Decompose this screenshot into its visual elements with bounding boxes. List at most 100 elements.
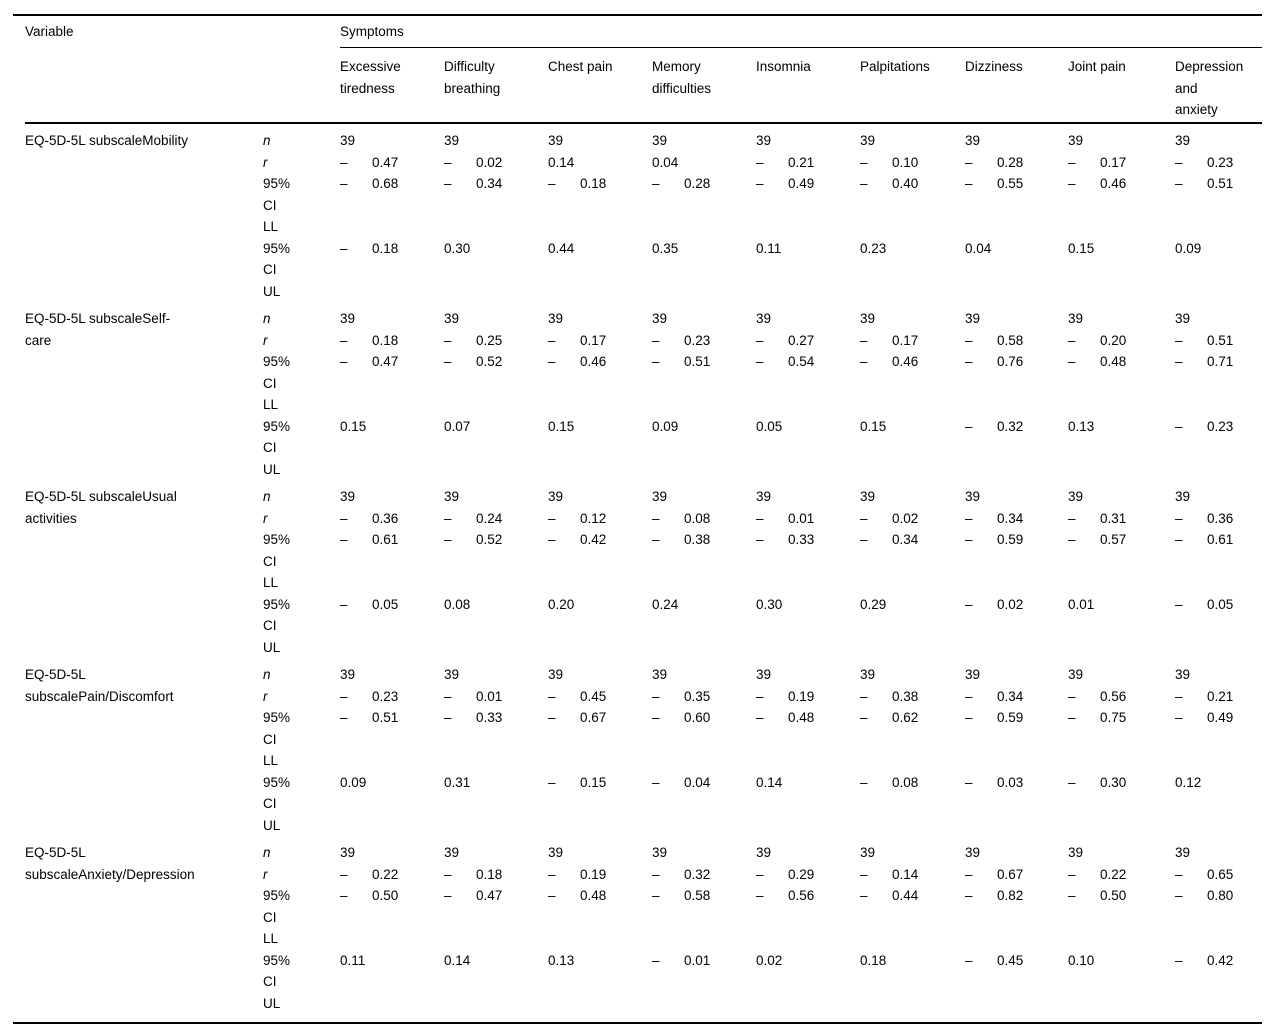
minus-sign: –	[548, 532, 556, 547]
value-cell-ci_ll-insomnia: –0.56	[756, 885, 860, 950]
value-cell-ci_ll-insomnia: –0.54	[756, 351, 860, 416]
value-cell-r-insomnia: –0.27	[756, 330, 860, 352]
value-cell-ci_ll-depression-and-anxiety: –0.71	[1175, 351, 1262, 416]
minus-sign: –	[965, 354, 973, 369]
value-cell-ci_ul-memory-difficulties: –0.01	[652, 950, 756, 1015]
value-cell-r-excessive-tiredness: –0.36	[340, 508, 444, 530]
value-cell-ci_ll-chest-pain: –0.67	[548, 707, 652, 772]
minus-sign: –	[965, 952, 973, 968]
minus-sign: –	[444, 888, 452, 903]
value-cell-n-difficulty-breathing: 39	[444, 311, 460, 326]
value-cell-n-difficulty-breathing: 39	[444, 845, 460, 860]
value-cell-ci_ll-excessive-tiredness: –0.68	[340, 173, 444, 238]
col-header-dizziness: Dizziness	[965, 59, 1023, 74]
value-cell-n-excessive-tiredness: 39	[340, 845, 356, 860]
value-cell-ci_ll-joint-pain: –0.48	[1068, 351, 1175, 416]
value-cell-r-memory-difficulties: –0.35	[652, 686, 756, 708]
minus-sign: –	[340, 688, 348, 704]
stat-label-n: n	[263, 133, 271, 148]
minus-sign: –	[444, 710, 452, 725]
stat-label-n: n	[263, 311, 271, 326]
minus-sign: –	[444, 532, 452, 547]
value-cell-n-insomnia: 39	[756, 489, 772, 504]
value-cell-n-joint-pain: 39	[1068, 489, 1084, 504]
value-cell-ci_ul-dizziness: –0.03	[965, 772, 1068, 837]
minus-sign: –	[756, 154, 764, 170]
value-cell-r-palpitations: –0.10	[860, 152, 965, 174]
value-cell-ci_ll-difficulty-breathing: –0.33	[444, 707, 548, 772]
minus-sign: –	[340, 240, 348, 256]
value-cell-ci_ul-depression-and-anxiety: –0.23	[1175, 416, 1262, 481]
value-cell-ci_ul-difficulty-breathing: 0.14	[444, 952, 471, 968]
subscale-block-eq-5d-5l-subscalemobility: EQ-5D-5L subscaleMobility n 39 39 39 39 39 39 39…	[25, 130, 1262, 302]
subscale-block-eq-5d-5l-subscaleself-care: EQ-5D-5L subscaleSelf- care n 39 39 39 39 39 39…	[25, 308, 1262, 480]
stat-label-ci_ul: 95% CI UL	[263, 774, 291, 833]
col-header-difficulty-breathing: Difficulty breathing	[444, 59, 501, 96]
minus-sign: –	[965, 596, 973, 612]
value-cell-n-dizziness: 39	[965, 133, 981, 148]
minus-sign: –	[756, 888, 764, 903]
minus-sign: –	[1175, 332, 1183, 348]
value-cell-ci_ll-excessive-tiredness: –0.51	[340, 707, 444, 772]
value-cell-r-chest-pain: –0.45	[548, 686, 652, 708]
minus-sign: –	[1068, 710, 1076, 725]
minus-sign: –	[548, 354, 556, 369]
value-cell-ci_ll-palpitations: –0.40	[860, 173, 965, 238]
minus-sign: –	[444, 354, 452, 369]
value-cell-r-palpitations: –0.14	[860, 864, 965, 886]
minus-sign: –	[548, 510, 556, 526]
row-label: EQ-5D-5L subscaleMobility	[25, 133, 189, 148]
minus-sign: –	[756, 176, 764, 191]
minus-sign: –	[756, 354, 764, 369]
minus-sign: –	[1068, 888, 1076, 903]
value-cell-ci_ul-insomnia: 0.05	[756, 418, 783, 434]
value-cell-r-dizziness: –0.58	[965, 330, 1068, 352]
value-cell-n-insomnia: 39	[756, 667, 772, 682]
minus-sign: –	[652, 176, 660, 191]
value-cell-n-insomnia: 39	[756, 845, 772, 860]
value-cell-n-excessive-tiredness: 39	[340, 667, 356, 682]
value-cell-r-depression-and-anxiety: –0.21	[1175, 686, 1262, 708]
value-cell-ci_ul-excessive-tiredness: –0.18	[340, 238, 444, 303]
value-cell-ci_ll-excessive-tiredness: –0.50	[340, 885, 444, 950]
value-cell-n-chest-pain: 39	[548, 133, 564, 148]
stat-label-r: r	[263, 510, 268, 526]
value-cell-ci_ll-dizziness: –0.82	[965, 885, 1068, 950]
value-cell-ci_ul-excessive-tiredness: 0.09	[340, 774, 367, 790]
value-cell-n-difficulty-breathing: 39	[444, 133, 460, 148]
minus-sign: –	[1068, 866, 1076, 882]
value-cell-r-dizziness: –0.67	[965, 864, 1068, 886]
stat-label-ci_ll: 95% CI LL	[263, 176, 291, 234]
value-cell-ci_ll-insomnia: –0.48	[756, 707, 860, 772]
value-cell-n-depression-and-anxiety: 39	[1175, 133, 1191, 148]
minus-sign: –	[965, 888, 973, 903]
value-cell-n-chest-pain: 39	[548, 311, 564, 326]
minus-sign: –	[1175, 176, 1183, 191]
value-cell-ci_ll-excessive-tiredness: –0.47	[340, 351, 444, 416]
value-cell-n-memory-difficulties: 39	[652, 489, 668, 504]
value-cell-ci_ul-palpitations: 0.15	[860, 418, 887, 434]
value-cell-r-chest-pain: –0.19	[548, 864, 652, 886]
value-cell-ci_ul-depression-and-anxiety: 0.12	[1175, 774, 1202, 790]
minus-sign: –	[965, 774, 973, 790]
value-cell-ci_ll-difficulty-breathing: –0.47	[444, 885, 548, 950]
minus-sign: –	[860, 176, 868, 191]
minus-sign: –	[1175, 510, 1183, 526]
row-label: EQ-5D-5L subscaleSelf- care	[25, 311, 171, 348]
minus-sign: –	[860, 332, 868, 348]
subscale-block-eq-5d-5l-subscaleanxiety-depression: EQ-5D-5L subscaleAnxiety/Depression n 39 39…	[25, 842, 1262, 1014]
correlation-table: Variable Symptoms Excessive tiredness Dif…	[13, 14, 1262, 1024]
value-cell-n-chest-pain: 39	[548, 667, 564, 682]
minus-sign: –	[1175, 866, 1183, 882]
stat-label-ci_ul: 95% CI UL	[263, 418, 291, 477]
stat-label-n: n	[263, 667, 271, 682]
minus-sign: –	[444, 176, 452, 191]
value-cell-r-difficulty-breathing: –0.25	[444, 330, 548, 352]
minus-sign: –	[965, 688, 973, 704]
minus-sign: –	[965, 710, 973, 725]
value-cell-r-memory-difficulties: –0.08	[652, 508, 756, 530]
minus-sign: –	[860, 354, 868, 369]
minus-sign: –	[860, 688, 868, 704]
stat-label-ci_ll: 95% CI LL	[263, 888, 291, 946]
value-cell-r-joint-pain: –0.22	[1068, 864, 1175, 886]
